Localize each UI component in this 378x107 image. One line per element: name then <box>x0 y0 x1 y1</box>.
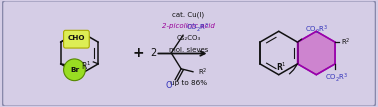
Text: 2-picolinic acid: 2-picolinic acid <box>162 23 215 29</box>
Text: R$^2$: R$^2$ <box>341 36 351 48</box>
Text: 2: 2 <box>150 48 156 58</box>
Text: cat. Cu(I): cat. Cu(I) <box>172 11 204 18</box>
Text: up to 86%: up to 86% <box>170 80 207 86</box>
Text: CO$_2$R$^3$: CO$_2$R$^3$ <box>186 21 209 34</box>
Text: CO$_2$R$^3$: CO$_2$R$^3$ <box>325 72 349 84</box>
Polygon shape <box>297 31 335 75</box>
FancyBboxPatch shape <box>64 30 89 48</box>
Text: R$^1$: R$^1$ <box>276 61 287 73</box>
Text: Br: Br <box>70 67 79 73</box>
Text: CHO: CHO <box>68 35 85 41</box>
Text: Cs₂CO₃: Cs₂CO₃ <box>176 35 200 41</box>
Text: R$^2$: R$^2$ <box>198 67 208 78</box>
Text: O: O <box>166 81 173 90</box>
Text: mol. sieves: mol. sieves <box>169 47 208 53</box>
FancyBboxPatch shape <box>2 1 376 106</box>
Text: CO$_2$R$^3$: CO$_2$R$^3$ <box>305 24 329 36</box>
Text: R$^1$: R$^1$ <box>81 60 91 72</box>
Circle shape <box>64 59 85 81</box>
Text: +: + <box>133 46 144 60</box>
